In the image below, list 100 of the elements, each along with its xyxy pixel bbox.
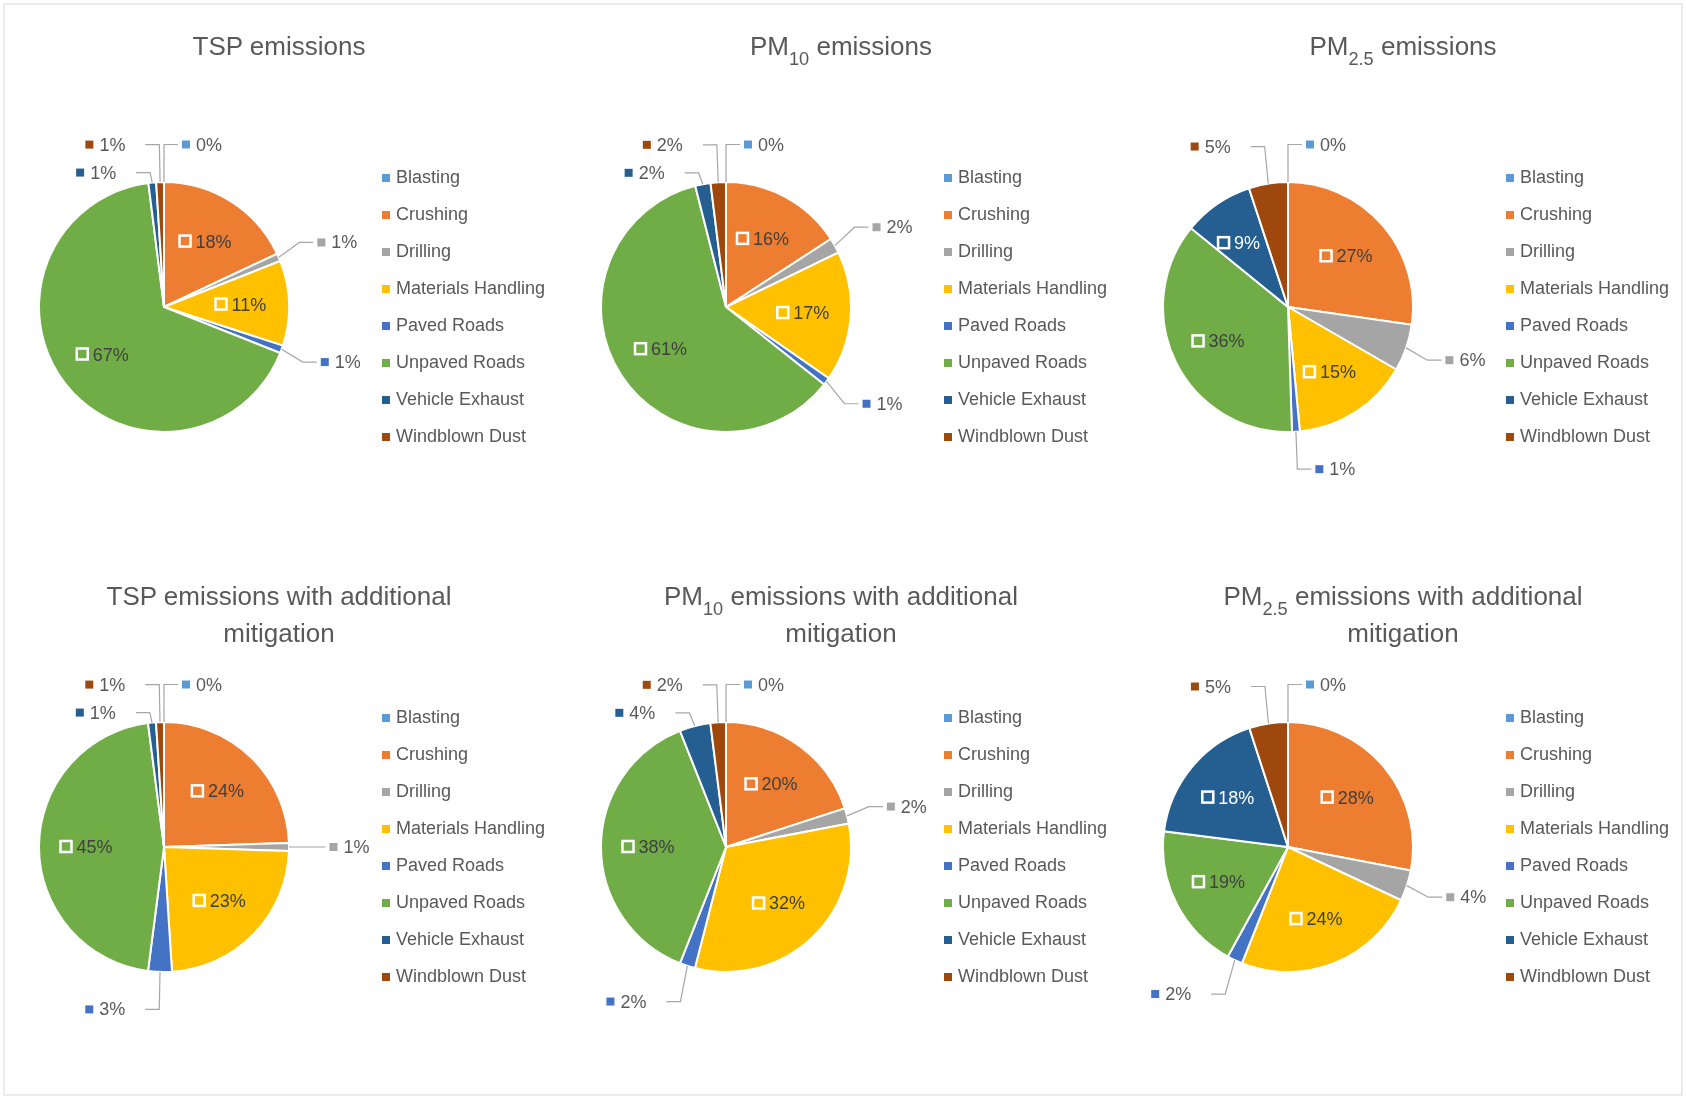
data-label: 36% [1208, 331, 1245, 352]
legend-label: Materials Handling [958, 818, 1108, 838]
legend-label: Paved Roads [1520, 315, 1629, 335]
legend-label: Blasting [396, 707, 461, 727]
legend-label: Paved Roads [958, 315, 1067, 335]
data-label: 24% [1306, 909, 1343, 930]
legend-label: Vehicle Exhaust [1520, 929, 1649, 949]
data-label: 18% [195, 231, 232, 252]
legend-label: Windblown Dust [958, 966, 1089, 986]
legend-label: Paved Roads [396, 855, 505, 875]
data-label: 19% [1208, 872, 1245, 893]
legend-label: Blasting [1520, 167, 1585, 187]
legend-label: Vehicle Exhaust [1520, 389, 1649, 409]
data-label: 27% [1336, 246, 1373, 267]
legend-label: Crushing [958, 744, 1031, 764]
legend-label: Vehicle Exhaust [958, 929, 1087, 949]
legend-label: Vehicle Exhaust [958, 389, 1087, 409]
legend-label: Drilling [396, 781, 452, 801]
data-label: 4% [629, 702, 656, 723]
chart-title: PM$_{10}$ emissions [749, 31, 933, 69]
text: 0% [758, 134, 785, 155]
legend-label: Blasting [958, 707, 1023, 727]
text: 0% [196, 674, 223, 695]
data-label: 2% [886, 217, 913, 238]
data-label: 2% [656, 134, 683, 155]
data-label: 32% [769, 893, 806, 914]
data-label: 20% [761, 774, 798, 795]
chart-title: PM$_{2.5}$ emissions with additional mitigation [1223, 581, 1583, 648]
data-label: 61% [650, 339, 688, 360]
data-label: 38% [638, 837, 675, 857]
data-label: 67% [92, 344, 129, 365]
chart-title: TSP emissions with additional mitigation [106, 581, 452, 648]
legend-label: Drilling [958, 241, 1014, 261]
data-label: 1% [343, 837, 370, 857]
legend-label: Windblown Dust [1520, 426, 1651, 446]
data-label: 16% [753, 228, 790, 249]
data-label: 1% [99, 674, 126, 695]
data-label: 28% [1337, 787, 1374, 808]
legend-label: Blasting [396, 167, 461, 187]
data-label: 45% [76, 837, 113, 857]
legend-label: Crushing [396, 204, 469, 224]
legend-label: Crushing [1520, 744, 1593, 764]
legend-label: Unpaved Roads [958, 352, 1088, 372]
legend-label: Paved Roads [958, 855, 1067, 875]
data-label: 5% [1204, 136, 1231, 157]
data-label: 2% [638, 162, 665, 183]
data-label: 1% [90, 162, 117, 183]
legend-label: Unpaved Roads [396, 352, 526, 372]
data-label: 1% [89, 702, 116, 723]
legend-label: Blasting [1520, 707, 1585, 727]
legend-label: Blasting [958, 167, 1023, 187]
data-label: 2% [656, 674, 683, 695]
legend-label: Paved Roads [1520, 855, 1629, 875]
data-label: 1% [334, 352, 361, 373]
legend-label: Drilling [1520, 241, 1576, 261]
data-label: 1% [331, 232, 358, 253]
legend-label: Drilling [1520, 781, 1576, 801]
data-label: 3% [99, 999, 126, 1020]
text: 0% [196, 134, 223, 155]
text: 0% [758, 674, 785, 695]
legend-label: Drilling [396, 241, 452, 261]
legend-label: Materials Handling [396, 278, 546, 298]
chart-title: TSP emissions [192, 31, 366, 61]
data-label: 1% [99, 134, 126, 155]
data-label: 11% [231, 294, 267, 315]
text: 0% [1320, 674, 1347, 695]
data-label: 1% [876, 393, 903, 414]
data-label: 2% [620, 991, 647, 1012]
data-label: 9% [1234, 233, 1261, 254]
data-label: 2% [900, 796, 927, 817]
data-label: 2% [1165, 984, 1192, 1005]
chart-title: PM$_{2.5}$ emissions [1309, 31, 1497, 69]
legend-label: Windblown Dust [396, 966, 527, 986]
legend-label: Windblown Dust [958, 426, 1089, 446]
legend-label: Materials Handling [958, 278, 1108, 298]
data-label: 24% [207, 781, 244, 802]
legend-label: Vehicle Exhaust [396, 929, 525, 949]
data-label: 17% [793, 303, 830, 324]
data-label: 18% [1218, 787, 1255, 808]
data-label: 23% [209, 890, 246, 911]
data-label: 4% [1460, 887, 1487, 908]
legend-label: Drilling [958, 781, 1014, 801]
legend-label: Windblown Dust [396, 426, 527, 446]
legend-label: Materials Handling [1520, 278, 1670, 298]
data-label: 15% [1319, 362, 1356, 383]
legend-label: Unpaved Roads [1520, 352, 1650, 372]
legend-label: Unpaved Roads [1520, 892, 1650, 912]
legend-label: Crushing [958, 204, 1031, 224]
legend-label: Unpaved Roads [396, 892, 526, 912]
data-label: 5% [1204, 676, 1231, 697]
legend-label: Materials Handling [396, 818, 546, 838]
data-label: 1% [1329, 459, 1356, 480]
legend-label: Crushing [1520, 204, 1593, 224]
legend-label: Vehicle Exhaust [396, 389, 525, 409]
data-label: 6% [1459, 350, 1486, 371]
chart-title: PM$_{10}$ emissions with additional mitigation [663, 581, 1019, 648]
legend-label: Paved Roads [396, 315, 505, 335]
text: 0% [1320, 134, 1347, 155]
legend-label: Windblown Dust [1520, 966, 1651, 986]
legend-label: Crushing [396, 744, 469, 764]
